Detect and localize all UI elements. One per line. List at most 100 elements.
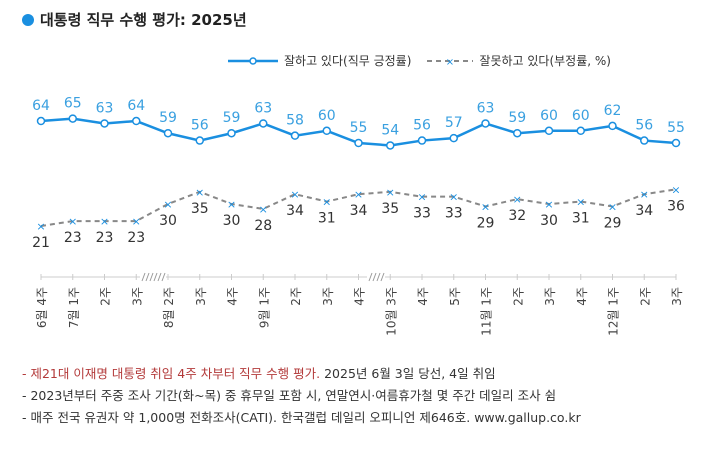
chart-title: 대통령 직무 수행 평가: 2025년 [22, 9, 247, 30]
disapprove-data-label: 32 [508, 208, 526, 224]
approve-point [68, 114, 77, 123]
legend-approve-label: 잘하고 있다(직무 긍정률) [284, 54, 412, 68]
axis-break-hatch [380, 272, 385, 282]
approve-data-label: 55 [350, 120, 368, 136]
approve-data-label: 63 [477, 100, 495, 116]
x-tick-label: 3주 [670, 287, 684, 306]
approve-point [227, 128, 236, 138]
approve-data-label: 65 [64, 96, 82, 112]
x-tick-label: 3주 [543, 287, 557, 306]
disapprove-data-label: 30 [223, 213, 241, 229]
x-tick-label: 2주 [511, 287, 525, 306]
approve-data-label: 56 [191, 118, 209, 134]
approve-point [481, 119, 490, 128]
axis-break-1 [367, 272, 385, 282]
approve-data-label: 64 [32, 98, 50, 114]
approve-point [544, 126, 554, 136]
x-tick-label: 12월 1주 [607, 287, 621, 336]
disapprove-point: × [100, 215, 109, 228]
approve-data-label: 62 [604, 103, 622, 119]
approve-data-label: 57 [445, 115, 463, 131]
x-tick-label: 8월 2주 [162, 287, 176, 328]
disapprove-point: × [481, 200, 490, 213]
x-tick-label: 9월 1주 [257, 287, 271, 328]
disapprove-point: × [132, 215, 141, 228]
bullet-dot-icon [22, 13, 34, 26]
approve-data-label: 60 [572, 108, 590, 124]
disapprove-data-label: 23 [64, 230, 82, 246]
disapprove-point: × [227, 198, 236, 211]
disapprove-point: × [195, 186, 204, 199]
x-tick-label: 4주 [353, 287, 367, 306]
approve-data-label: 59 [159, 110, 177, 126]
x-tick-label: 7월 1주 [67, 287, 81, 328]
note-3: - 매주 전국 유권자 약 1,000명 전화조사(CATI). 한국갤럽 데일… [22, 410, 581, 425]
x-tick-label: 5주 [448, 287, 462, 306]
disapprove-data-label: 34 [350, 203, 368, 219]
disapprove-data-label: 33 [413, 206, 431, 222]
approve-data-label: 58 [286, 113, 304, 129]
axis-break-hatch [372, 272, 377, 282]
svg-text:×: × [446, 57, 454, 66]
x-tick-label: 4주 [575, 287, 589, 306]
disapprove-data-label: 35 [381, 201, 399, 217]
approve-data-label: 63 [96, 100, 114, 116]
disapprove-point: × [544, 198, 553, 211]
axis-break-hatch [157, 272, 162, 282]
disapprove-point: × [576, 196, 585, 209]
approve-data-label: 59 [508, 110, 526, 126]
disapprove-point: × [259, 203, 268, 216]
disapprove-data-label: 35 [191, 201, 209, 217]
approve-data-label: 56 [635, 118, 653, 134]
disapprove-data-label: 23 [127, 230, 145, 246]
approve-point [290, 131, 300, 140]
approve-point [259, 119, 268, 128]
legend-disapprove-label: 잘못하고 있다(부정률, %) [479, 54, 611, 68]
disapprove-point: × [322, 196, 331, 209]
legend: 잘하고 있다(직무 긍정률) × 잘못하고 있다(부정률, %) [228, 52, 611, 69]
approve-point [608, 121, 617, 131]
x-tick-label: 3주 [194, 287, 208, 306]
note-2: - 2023년부터 주중 조사 기간(화~목) 중 휴무일 포함 시, 연말연시… [22, 388, 557, 403]
axis-break-hatch [153, 272, 158, 282]
x-tick-label: 2주 [638, 287, 652, 306]
disapprove-data-label: 30 [159, 213, 177, 229]
disapprove-data-label: 34 [635, 203, 653, 219]
note-1: - 제21대 이재명 대통령 취임 4주 차부터 직무 수행 평가. 2025년… [22, 366, 496, 381]
axis-break-0 [140, 272, 166, 282]
approve-point [322, 126, 331, 136]
legend-approve-swatch [228, 56, 278, 65]
approve-point [640, 136, 649, 145]
disapprove-data-label: 23 [96, 230, 114, 246]
x-tick-label: 3주 [321, 287, 335, 306]
axis-break-hatch [376, 272, 381, 282]
axis-break-hatch [145, 272, 150, 282]
approve-data-label: 55 [667, 120, 685, 136]
disapprove-point: × [68, 215, 77, 228]
approve-point [449, 133, 458, 143]
disapprove-point: × [513, 193, 522, 206]
approve-point [386, 141, 395, 150]
footnotes: - 제21대 이재명 대통령 취임 4주 차부터 직무 수행 평가. 2025년… [22, 363, 581, 429]
approve-point [132, 116, 141, 126]
disapprove-data-label: 31 [572, 211, 590, 227]
approve-data-label: 54 [381, 122, 399, 138]
approve-data-label: 60 [318, 108, 336, 124]
approve-point [513, 128, 522, 138]
approve-point [671, 138, 681, 148]
approve-data-label: 60 [540, 108, 558, 124]
disapprove-data-label: 21 [32, 235, 50, 251]
legend-disapprove-swatch: × [427, 57, 474, 66]
x-tick-label: 2주 [99, 287, 113, 306]
x-tick-label: 4주 [416, 287, 430, 306]
x-tick-label: 2주 [289, 287, 303, 306]
disapprove-data-label: 31 [318, 211, 336, 227]
approve-data-label: 56 [413, 118, 431, 134]
x-tick-label: 4주 [226, 287, 240, 306]
approve-point [36, 116, 46, 126]
disapprove-data-label: 34 [286, 203, 304, 219]
disapprove-point: × [290, 188, 299, 201]
approve-point [417, 136, 427, 145]
